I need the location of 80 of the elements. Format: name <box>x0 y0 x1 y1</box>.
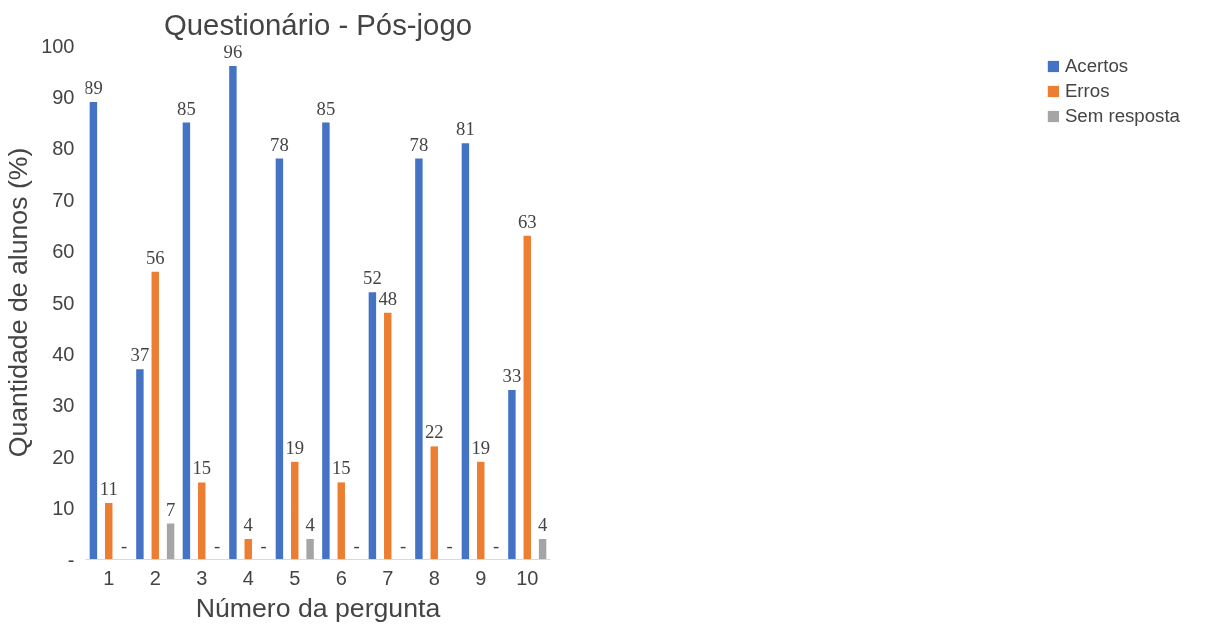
legend-label: Acertos <box>1064 55 1129 77</box>
data-label: 96 <box>223 41 243 63</box>
bar <box>337 482 345 560</box>
data-label: 56 <box>145 246 165 268</box>
data-label: 19 <box>285 436 305 458</box>
bar <box>291 461 299 560</box>
y-tick-label: 90 <box>52 85 75 108</box>
bar <box>151 271 159 560</box>
bar <box>368 292 377 560</box>
bar <box>384 312 392 560</box>
data-label: - <box>260 534 267 556</box>
bar <box>105 502 113 560</box>
data-label: 19 <box>471 436 491 458</box>
x-tick-label: 8 <box>428 566 440 589</box>
data-label: 4 <box>305 513 316 535</box>
data-label: - <box>492 534 500 556</box>
x-tick-label: 1 <box>103 566 115 589</box>
y-tick-label: 100 <box>41 34 75 57</box>
y-tick-label: 60 <box>52 240 75 263</box>
bar <box>461 143 470 560</box>
bar <box>538 538 547 560</box>
bar <box>430 446 438 560</box>
data-label: 48 <box>378 287 398 309</box>
data-label: 4 <box>537 513 548 535</box>
chart-title: Questionário - Pós-jogo <box>163 7 473 41</box>
y-tick-label: 20 <box>52 445 75 468</box>
bar <box>198 482 206 560</box>
data-label: 52 <box>363 267 382 289</box>
data-label: 15 <box>192 457 212 479</box>
x-tick-label: 3 <box>196 566 208 589</box>
x-axis-title: Número da pergunta <box>195 592 441 623</box>
data-label: 78 <box>270 133 289 155</box>
x-tick-label: 9 <box>475 566 487 589</box>
data-label: 4 <box>243 513 254 535</box>
bar <box>306 538 314 560</box>
y-tick-label: 50 <box>52 291 75 314</box>
data-label: 85 <box>316 97 336 119</box>
legend-label: Erros <box>1064 80 1110 102</box>
x-tick-label: 4 <box>242 566 254 589</box>
data-label: 33 <box>502 364 522 386</box>
data-label: 89 <box>84 77 103 99</box>
x-tick-label: 10 <box>516 566 539 589</box>
y-axis-title: Quantidade de alunos (%) <box>3 147 34 458</box>
bar <box>244 538 252 560</box>
bar <box>477 461 485 560</box>
data-label: 22 <box>424 421 444 443</box>
y-tick-label: 40 <box>52 342 75 365</box>
data-label: - <box>120 534 128 556</box>
y-tick-label: 80 <box>52 137 75 160</box>
x-tick-label: 6 <box>335 566 347 589</box>
y-tick-label: 70 <box>52 188 75 211</box>
bar <box>229 66 237 560</box>
x-tick-label: 7 <box>382 566 394 589</box>
bar <box>275 158 284 560</box>
data-label: 78 <box>409 133 429 155</box>
bar <box>415 158 423 560</box>
data-label: 7 <box>165 498 176 520</box>
x-tick-label: 2 <box>149 566 161 589</box>
data-label: 85 <box>177 97 196 119</box>
data-label: 37 <box>130 344 150 366</box>
data-label: - <box>213 534 221 556</box>
bar <box>89 102 98 560</box>
bar <box>136 369 144 560</box>
data-label: - <box>399 534 407 556</box>
x-tick-label: 5 <box>289 566 301 589</box>
data-label: - <box>353 534 360 556</box>
bar <box>182 122 191 560</box>
bar <box>166 523 175 560</box>
data-label: - <box>446 534 453 556</box>
y-tick-label: - <box>67 548 75 571</box>
data-label: 11 <box>99 477 118 499</box>
bar <box>523 235 531 560</box>
y-tick-label: 30 <box>52 394 75 417</box>
legend-label: Sem resposta <box>1064 105 1180 127</box>
data-label: 63 <box>517 210 537 232</box>
bar <box>322 122 330 560</box>
bar <box>508 389 516 560</box>
data-label: 15 <box>331 457 351 479</box>
y-tick-label: 10 <box>52 497 75 520</box>
data-label: 81 <box>456 118 475 140</box>
